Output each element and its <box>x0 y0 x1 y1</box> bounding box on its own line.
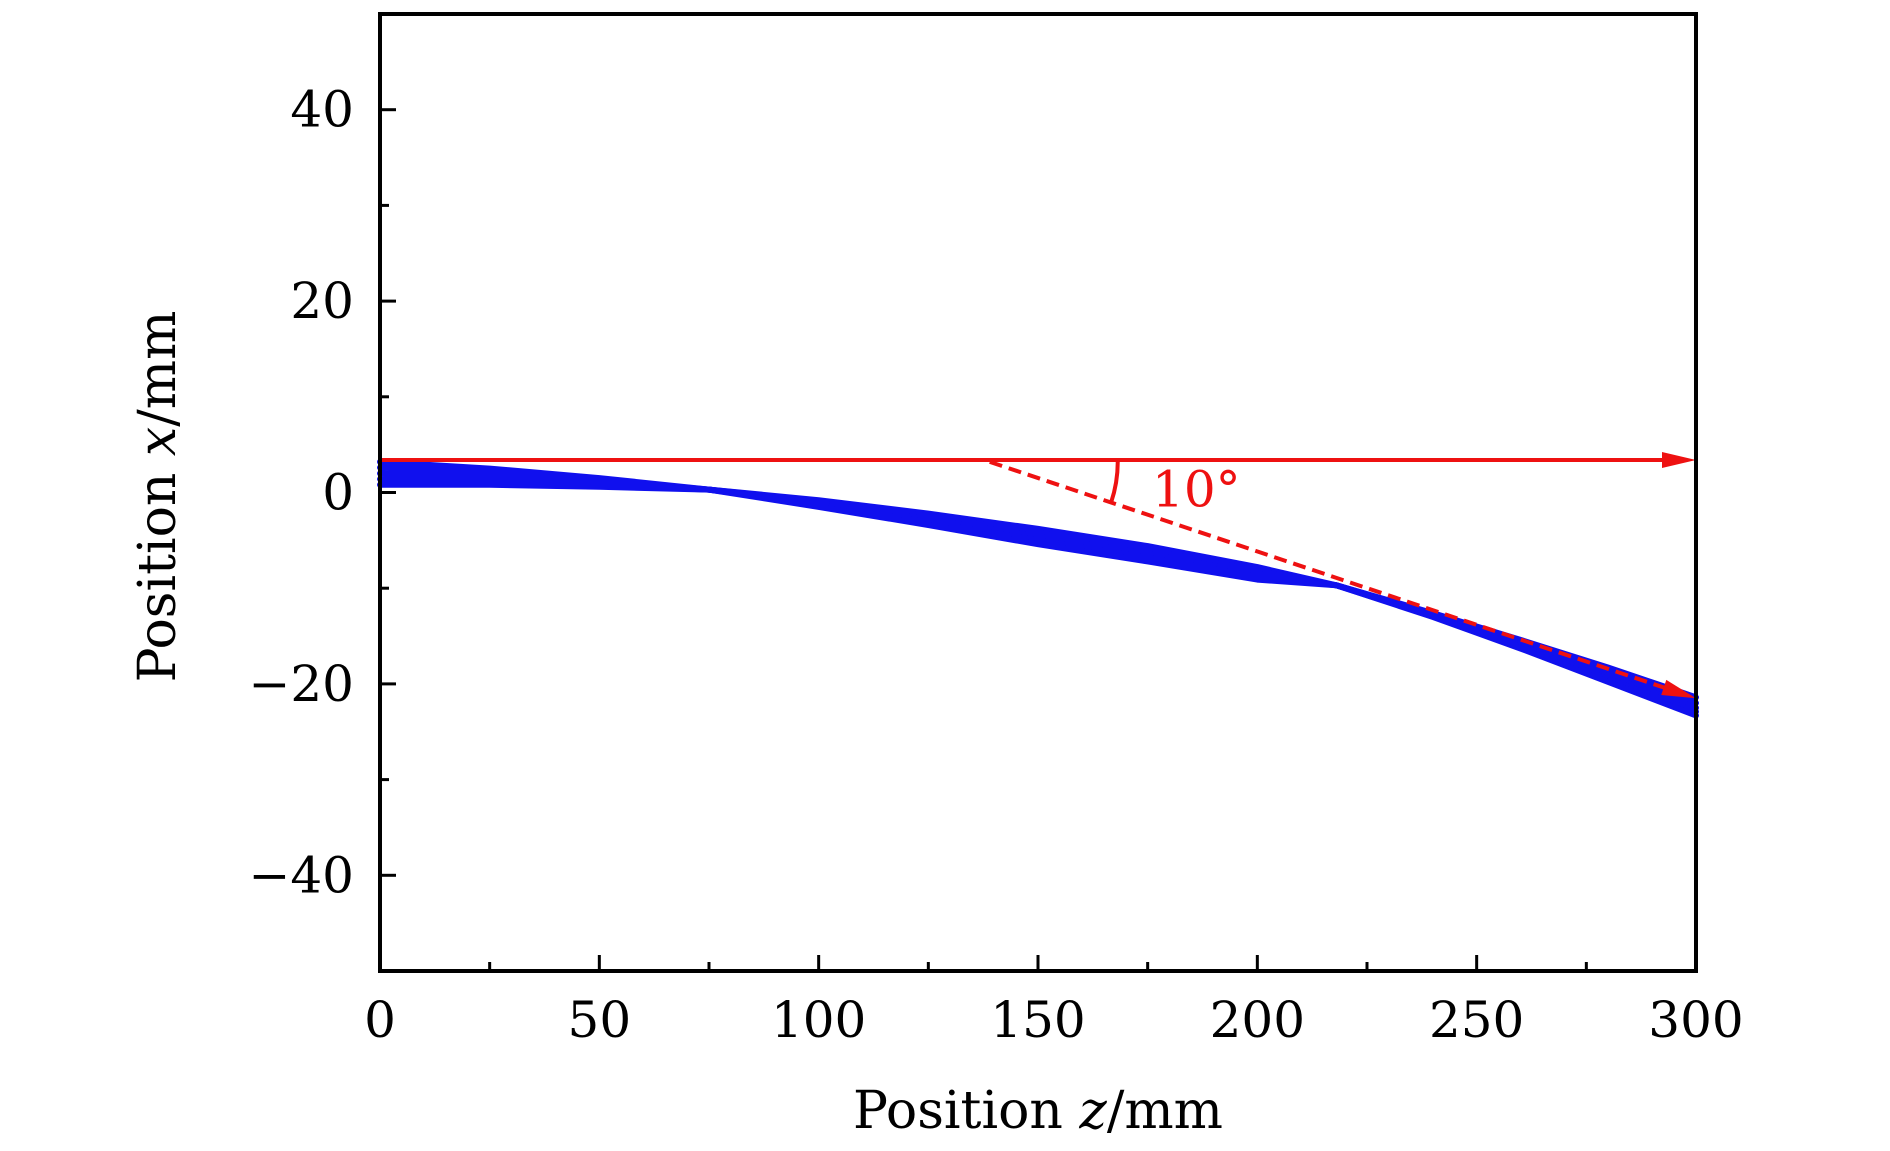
x-axis-title-prefix: Position <box>853 1081 1079 1141</box>
y-tick-label--40: −40 <box>248 846 354 904</box>
x-tick-label-250: 250 <box>1429 991 1524 1049</box>
trajectory-line-4 <box>377 476 1699 715</box>
trajectory-bundle <box>377 458 1699 719</box>
y-tick-label-0: 0 <box>322 464 354 522</box>
y-axis-title-unit: /mm <box>128 311 188 427</box>
x-axis-title-unit: /mm <box>1107 1081 1223 1141</box>
x-tick-label-50: 50 <box>568 991 632 1049</box>
y-tick-label--20: −20 <box>248 655 354 713</box>
reference-arrow-head <box>1662 451 1696 468</box>
x-tick-label-300: 300 <box>1648 991 1743 1049</box>
x-axis-title: Position z/mm <box>853 1081 1223 1141</box>
angle-annotation-group: 10° <box>380 451 1696 699</box>
trajectory-line-3 <box>377 470 1699 711</box>
deflected-direction-arrow <box>989 459 1672 692</box>
x-tick-label-200: 200 <box>1210 991 1305 1049</box>
y-axis-title-variable: x <box>128 427 188 456</box>
x-tick-label-150: 150 <box>990 991 1085 1049</box>
trajectory-line-1 <box>377 458 1699 701</box>
angle-label: 10° <box>1152 461 1241 519</box>
y-axis-title: Position x/mm <box>128 311 188 683</box>
y-tick-label-20: 20 <box>290 272 354 330</box>
x-axis-ticks: 0 50 100 150 200 250 300 <box>364 955 1744 1049</box>
plot-frame <box>378 12 1698 973</box>
y-axis-title-prefix: Position <box>128 456 188 682</box>
y-tick-label-40: 40 <box>290 81 354 139</box>
trajectory-line-5 <box>377 481 1699 719</box>
angle-arc <box>1109 461 1120 504</box>
deflected-arrow-head <box>1661 679 1696 699</box>
x-tick-label-0: 0 <box>364 991 396 1049</box>
x-tick-label-100: 100 <box>771 991 866 1049</box>
x-axis-title-variable: z <box>1078 1081 1107 1141</box>
y-axis-ticks: −40 −20 0 20 40 <box>248 81 396 904</box>
trajectory-line-2 <box>377 464 1699 706</box>
